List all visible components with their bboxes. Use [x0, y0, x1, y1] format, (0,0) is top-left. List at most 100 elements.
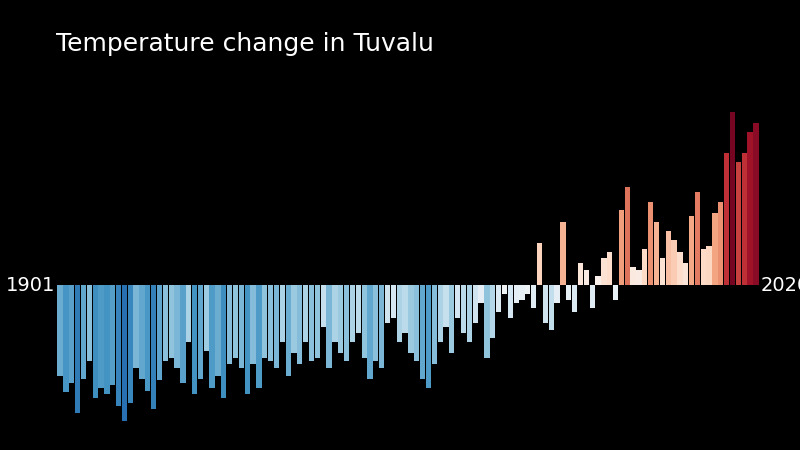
Bar	[642, 249, 647, 285]
Bar	[233, 285, 238, 357]
Bar	[607, 252, 612, 285]
Bar	[473, 285, 478, 323]
Bar	[701, 249, 706, 285]
Bar	[309, 285, 314, 360]
Bar	[660, 258, 665, 285]
Bar	[145, 285, 150, 391]
Bar	[508, 285, 513, 318]
Bar	[58, 285, 62, 376]
Bar	[63, 285, 69, 392]
Bar	[443, 285, 449, 328]
Bar	[566, 285, 571, 300]
Bar	[256, 285, 262, 387]
Bar	[274, 285, 279, 368]
Bar	[379, 285, 384, 368]
Bar	[478, 285, 484, 303]
Bar	[590, 285, 595, 308]
Bar	[128, 285, 133, 403]
Bar	[671, 240, 677, 285]
Bar	[678, 252, 682, 285]
Bar	[537, 243, 542, 285]
Bar	[344, 285, 350, 360]
Bar	[654, 222, 659, 285]
Bar	[321, 285, 326, 328]
Bar	[718, 202, 723, 285]
Bar	[496, 285, 502, 312]
Bar	[414, 285, 419, 360]
Bar	[134, 285, 138, 368]
Bar	[227, 285, 232, 364]
Bar	[291, 285, 297, 353]
Bar	[736, 162, 741, 285]
Bar	[648, 202, 654, 285]
Bar	[338, 285, 343, 353]
Bar	[162, 285, 168, 360]
Bar	[297, 285, 302, 364]
Bar	[531, 285, 536, 308]
Bar	[174, 285, 180, 368]
Bar	[595, 276, 601, 285]
Bar	[602, 258, 606, 285]
Bar	[560, 222, 566, 285]
Bar	[122, 285, 127, 421]
Bar	[139, 285, 145, 378]
Bar	[584, 270, 589, 285]
Bar	[192, 285, 198, 394]
Bar	[75, 285, 80, 413]
Bar	[466, 285, 472, 342]
Bar	[326, 285, 332, 368]
Bar	[549, 285, 554, 330]
Bar	[426, 285, 431, 387]
Bar	[362, 285, 366, 357]
Bar	[519, 285, 525, 300]
Bar	[204, 285, 209, 351]
Bar	[742, 153, 747, 285]
Bar	[683, 263, 688, 285]
Bar	[461, 285, 466, 333]
Bar	[81, 285, 86, 378]
Bar	[490, 285, 495, 338]
Bar	[542, 285, 548, 323]
Bar	[210, 285, 214, 387]
Bar	[86, 285, 92, 360]
Bar	[98, 285, 104, 387]
Bar	[514, 285, 519, 303]
Bar	[630, 267, 636, 285]
Bar	[432, 285, 437, 364]
Bar	[198, 285, 203, 378]
Text: Temperature change in Tuvalu: Temperature change in Tuvalu	[56, 32, 434, 55]
Bar	[572, 285, 578, 312]
Bar	[420, 285, 426, 378]
Bar	[397, 285, 402, 342]
Bar	[332, 285, 338, 342]
Bar	[706, 246, 712, 285]
Bar	[666, 231, 671, 285]
Bar	[221, 285, 226, 398]
Text: 2020: 2020	[761, 276, 800, 295]
Bar	[215, 285, 221, 376]
Bar	[116, 285, 121, 405]
Bar	[314, 285, 320, 357]
Bar	[385, 285, 390, 323]
Bar	[350, 285, 355, 342]
Bar	[157, 285, 162, 380]
Bar	[408, 285, 414, 353]
Bar	[367, 285, 373, 378]
Bar	[712, 213, 718, 285]
Bar	[402, 285, 408, 333]
Bar	[747, 132, 753, 285]
Bar	[695, 192, 700, 285]
Bar	[526, 285, 530, 294]
Bar	[245, 285, 250, 394]
Bar	[450, 285, 454, 353]
Bar	[268, 285, 274, 360]
Bar	[502, 285, 507, 294]
Bar	[455, 285, 460, 318]
Text: 1901: 1901	[6, 276, 55, 295]
Bar	[730, 112, 735, 285]
Bar	[69, 285, 74, 383]
Bar	[618, 210, 624, 285]
Bar	[625, 187, 630, 285]
Bar	[151, 285, 156, 409]
Bar	[186, 285, 191, 342]
